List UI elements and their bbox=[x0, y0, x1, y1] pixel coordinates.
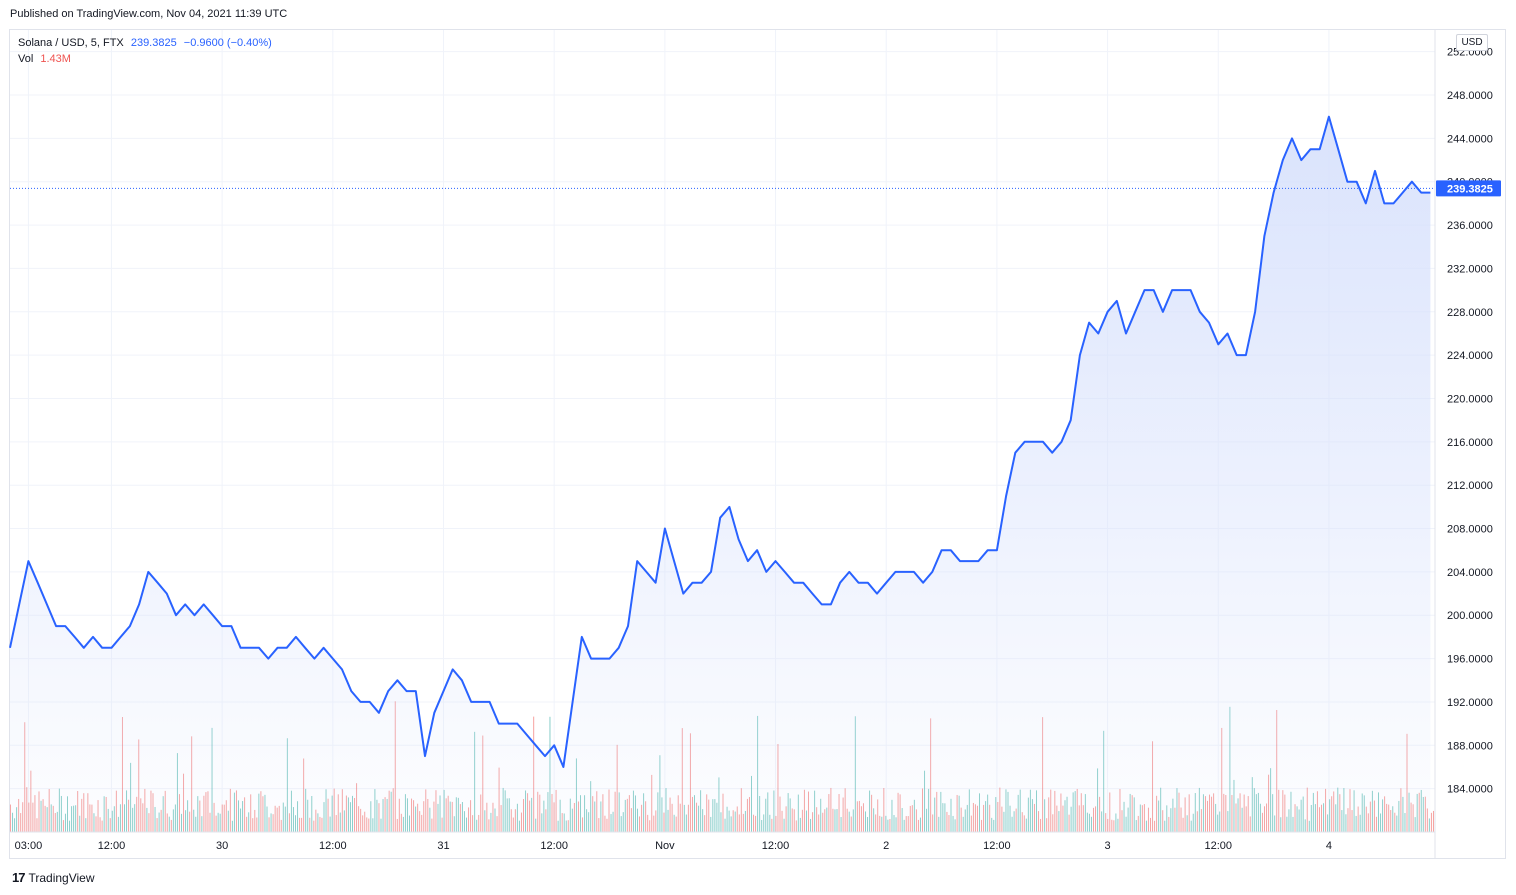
time-tick-label: Nov bbox=[655, 840, 675, 852]
price-tick-label: 228.0000 bbox=[1447, 307, 1493, 319]
price-tick-label: 224.0000 bbox=[1447, 350, 1493, 362]
price-change: −0.9600 (−0.40%) bbox=[183, 37, 272, 49]
currency-button[interactable]: USD bbox=[1456, 34, 1488, 51]
symbol-label[interactable]: Solana / USD, 5, FTX bbox=[18, 37, 124, 49]
area-fill bbox=[10, 116, 1431, 832]
price-tick-label: 196.0000 bbox=[1447, 654, 1493, 666]
time-tick-label: 12:00 bbox=[540, 840, 568, 852]
price-tick-label: 220.0000 bbox=[1447, 393, 1493, 405]
volume-label[interactable]: Vol bbox=[18, 53, 34, 65]
footer-brand[interactable]: 17 TradingView bbox=[12, 870, 95, 885]
price-area bbox=[9, 115, 1431, 832]
price-axis: 184.0000 188.0000 192.0000 196.0000 200.0000… bbox=[1436, 47, 1501, 796]
time-tick-label: 30 bbox=[216, 840, 228, 852]
time-tick-label: 31 bbox=[437, 840, 449, 852]
time-tick-label: 12:00 bbox=[983, 840, 1011, 852]
last-price-badge bbox=[1436, 180, 1501, 197]
brand-name: TradingView bbox=[28, 870, 95, 885]
price-tick-label: 208.0000 bbox=[1447, 524, 1493, 536]
price-tick-label: 204.0000 bbox=[1447, 567, 1493, 579]
price-tick-label: 212.0000 bbox=[1447, 480, 1493, 492]
price-value: 239.3825 bbox=[130, 37, 177, 49]
time-tick-label: 03:00 bbox=[15, 840, 43, 852]
price-tick-label: 236.0000 bbox=[1447, 220, 1493, 232]
price-line bbox=[9, 115, 1431, 768]
price-tick-label: 192.0000 bbox=[1447, 697, 1493, 709]
time-tick-label: 12:00 bbox=[1204, 840, 1232, 852]
volume-bar bbox=[1430, 812, 1432, 832]
published-label: Published on TradingView.com, Nov 04, 20… bbox=[10, 8, 288, 20]
chart-legend: Solana / USD, 5, FTX 239.3825 −0.9600 (−… bbox=[18, 35, 272, 67]
price-tick-label: 248.0000 bbox=[1447, 90, 1493, 102]
volume-value: 1.43M bbox=[40, 53, 71, 65]
price-tick-label: 232.0000 bbox=[1447, 263, 1493, 275]
time-tick-label: 2 bbox=[883, 840, 889, 852]
time-tick-label: 3 bbox=[1105, 840, 1111, 852]
time-axis: 03:00 12:00 30 12:00 31 12:00 Nov 12:00 2 12:00 3 1… bbox=[10, 30, 1436, 858]
last-price-label: 239.3825 bbox=[1447, 183, 1493, 195]
time-tick-label: 12:00 bbox=[319, 840, 347, 852]
price-tick-label: 200.0000 bbox=[1447, 610, 1493, 622]
price-tick-label: 188.0000 bbox=[1447, 740, 1493, 752]
time-tick-label: 4 bbox=[1326, 840, 1332, 852]
volume-bar bbox=[1432, 810, 1434, 832]
time-tick-label: 12:00 bbox=[98, 840, 126, 852]
tradingview-logo-icon: 17 bbox=[12, 870, 26, 885]
chart-frame bbox=[9, 29, 1506, 859]
price-tick-label: 216.0000 bbox=[1447, 437, 1493, 449]
price-tick-label: 244.0000 bbox=[1447, 133, 1493, 145]
price-tick-label: 184.0000 bbox=[1447, 784, 1493, 796]
time-tick-label: 12:00 bbox=[762, 840, 790, 852]
